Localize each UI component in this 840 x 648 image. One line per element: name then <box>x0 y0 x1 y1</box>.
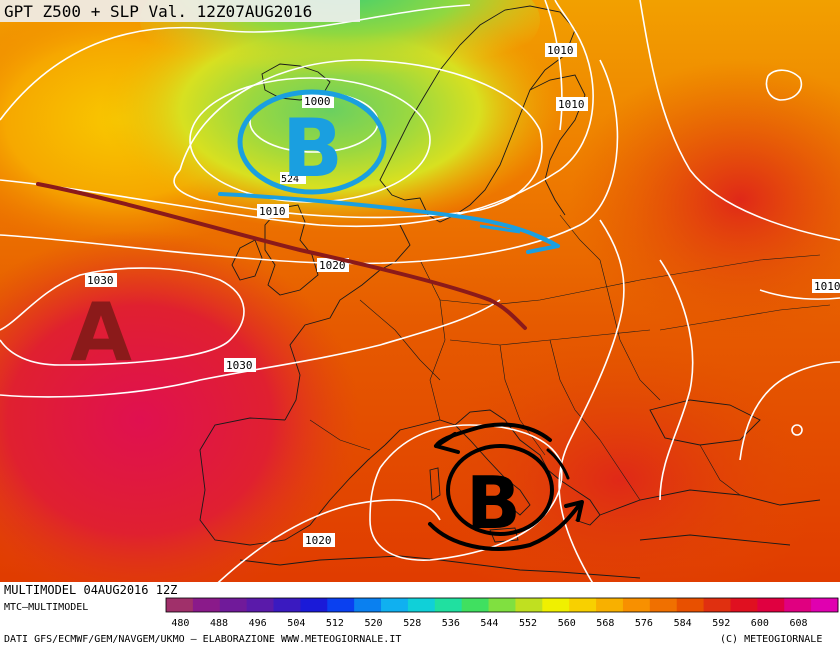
med-low-letter: B <box>466 461 521 545</box>
legend-swatch <box>730 598 758 612</box>
legend-tick-label: 528 <box>403 618 421 629</box>
isobar-label-1030-west: 1030 <box>85 273 117 287</box>
legend-tick-label: 552 <box>519 618 537 629</box>
north-arrow-head <box>526 230 560 254</box>
legend-swatch <box>676 598 704 612</box>
legend-swatch <box>461 598 489 612</box>
legend-swatch <box>381 598 409 612</box>
coastlines <box>199 5 821 579</box>
front-line <box>36 182 527 330</box>
svg-text:1010: 1010 <box>547 44 574 57</box>
legend-swatch <box>300 598 328 612</box>
legend-swatch <box>596 598 624 612</box>
svg-text:1030: 1030 <box>226 359 253 372</box>
isobar-label-1010-east: 1010 <box>812 279 840 293</box>
svg-text:1010: 1010 <box>558 98 585 111</box>
legend-tick-label: 584 <box>674 618 692 629</box>
isobar-label-1030-center: 1030 <box>224 358 256 372</box>
legend-tick-label: 504 <box>287 618 305 629</box>
svg-text:1020: 1020 <box>305 534 332 547</box>
legend-swatch <box>488 598 516 612</box>
legend-tick-label: 608 <box>790 618 808 629</box>
svg-text:1030: 1030 <box>87 274 114 287</box>
med-arrow-bottom <box>428 502 582 551</box>
model-run-label: MULTIMODEL 04AUG2016 12Z <box>4 583 177 597</box>
legend-swatch <box>407 598 436 612</box>
svg-text:1000: 1000 <box>304 95 331 108</box>
north-low-letter: B <box>282 102 343 195</box>
isobar-label-524: 524 <box>280 172 306 185</box>
model-name-label: MTC—MULTIMODEL <box>4 602 88 613</box>
isobar-label-1010-finland: 1010 <box>556 97 588 111</box>
svg-text:1010: 1010 <box>259 205 286 218</box>
legend-swatch <box>515 598 543 612</box>
legend-swatch <box>273 598 301 612</box>
legend-tick-label: 488 <box>210 618 228 629</box>
med-low-circle <box>446 444 554 536</box>
legend-tick-label: 496 <box>249 618 267 629</box>
legend-swatch <box>811 598 839 612</box>
legend-swatch <box>757 598 785 612</box>
legend-swatch <box>354 598 382 612</box>
legend-swatch <box>166 598 194 612</box>
legend-tick-label: 512 <box>326 618 344 629</box>
legend-tick-label: 544 <box>480 618 498 629</box>
title-bg <box>0 0 360 22</box>
svg-text:1020: 1020 <box>319 259 346 272</box>
country-borders <box>309 214 831 501</box>
north-low-circle <box>237 89 387 195</box>
isobar-label-1010-ne: 1010 <box>545 43 577 57</box>
copyright-label: (C) METEOGIORNALE <box>720 634 822 645</box>
legend-swatch <box>784 598 812 612</box>
svg-text:1010: 1010 <box>814 280 840 293</box>
isobars <box>0 0 840 600</box>
legend-swatch <box>192 598 221 612</box>
legend-tick-label: 560 <box>558 618 576 629</box>
sources-label: DATI GFS/ECMWF/GEM/NAVGEM/UKMO — ELABORA… <box>4 634 401 645</box>
legend-swatch <box>246 598 274 612</box>
legend-swatch <box>703 598 731 612</box>
legend-tick-label: 568 <box>596 618 614 629</box>
legend-swatch <box>327 598 355 612</box>
isobar-label-1020-south: 1020 <box>303 533 335 547</box>
legend-tick-label: 576 <box>635 618 653 629</box>
legend-tick-label: 520 <box>365 618 383 629</box>
map-title: GPT Z500 + SLP Val. 12Z07AUG2016 <box>4 2 312 21</box>
legend-swatch <box>649 598 678 612</box>
isobar-label-1010-west: 1010 <box>257 204 289 218</box>
footer-panel <box>0 582 840 648</box>
legend-frame <box>165 597 839 613</box>
legend-tick-label: 536 <box>442 618 460 629</box>
legend-swatch <box>569 598 597 612</box>
legend-swatch <box>542 598 570 612</box>
red-east-area <box>570 60 840 340</box>
med-arrow-right <box>546 448 570 480</box>
legend-swatch <box>622 598 651 612</box>
red-south-area <box>420 340 820 620</box>
med-arrow-bottom-head <box>564 500 584 522</box>
azores-high-letter: A <box>70 286 132 379</box>
isobar-label-1020-north: 1020 <box>317 258 349 272</box>
legend-tick-label: 592 <box>712 618 730 629</box>
legend-tick-label: 600 <box>751 618 769 629</box>
svg-text:524: 524 <box>281 174 299 185</box>
legend-swatch <box>219 598 248 612</box>
legend-ticks: 480 488 496 504 512 520 528 536 544 552 560 568 576 5… <box>171 618 807 629</box>
color-legend <box>165 597 839 613</box>
north-arrow-tail <box>479 224 521 234</box>
red-high-area <box>0 230 360 610</box>
med-arrow-top-head <box>434 432 460 454</box>
green-top-area <box>140 0 540 90</box>
isobar-label-1000: 1000 <box>302 94 334 108</box>
legend-tick-label: 480 <box>171 618 189 629</box>
legend-swatch <box>434 598 463 612</box>
